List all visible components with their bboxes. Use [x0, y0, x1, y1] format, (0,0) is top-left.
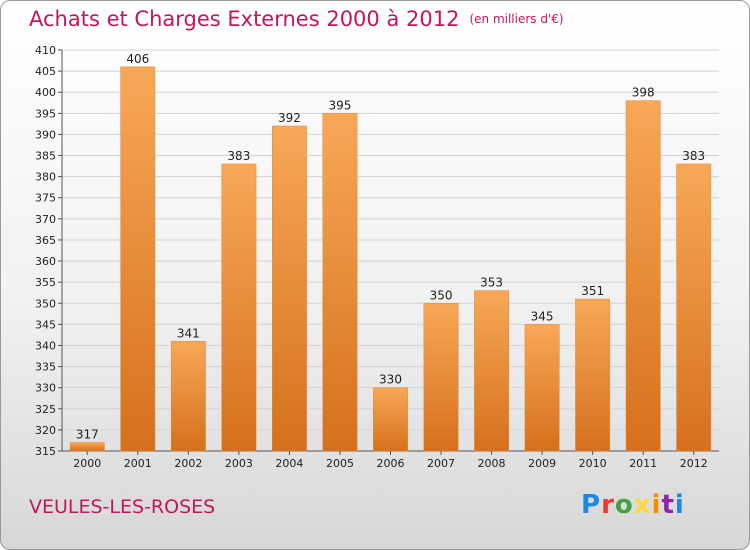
- y-tick-label: 330: [35, 382, 56, 395]
- y-tick-label: 345: [35, 318, 56, 331]
- x-tick-label: 2006: [377, 457, 405, 470]
- logo-letter: x: [633, 490, 652, 520]
- value-label: 350: [430, 288, 453, 302]
- bar-2005: [322, 113, 358, 452]
- y-tick-label: 375: [35, 192, 56, 205]
- value-label: 330: [379, 373, 402, 387]
- x-tick-label: 2002: [174, 457, 202, 470]
- bars: [69, 66, 712, 452]
- bar-2007: [423, 303, 459, 452]
- y-tick-label: 355: [35, 276, 56, 289]
- value-label: 345: [531, 309, 554, 323]
- value-label: 392: [278, 111, 301, 125]
- y-tick-label: 385: [35, 150, 56, 163]
- x-tick-label: 2004: [275, 457, 303, 470]
- y-tick-label: 315: [35, 445, 56, 458]
- bar-2011: [625, 100, 661, 452]
- logo-letter: r: [601, 490, 615, 520]
- y-tick-label: 350: [35, 297, 56, 310]
- y-tick-label: 335: [35, 361, 56, 374]
- chart-unit: (en milliers d'€): [469, 12, 564, 26]
- y-tick-label: 390: [35, 128, 56, 141]
- x-tick-label: 2011: [629, 457, 657, 470]
- chart-title: Achats et Charges Externes 2000 à 2012 (e…: [29, 7, 564, 31]
- y-tick-label: 410: [35, 44, 56, 57]
- logo-letter: o: [614, 490, 634, 520]
- value-label: 353: [480, 276, 503, 290]
- logo-letter: i: [651, 490, 662, 520]
- value-label: 341: [177, 326, 200, 340]
- y-tick-label: 380: [35, 171, 56, 184]
- value-label: 351: [581, 284, 604, 298]
- bar-2006: [373, 387, 408, 452]
- x-tick-label: 2007: [427, 457, 455, 470]
- x-tick-label: 2008: [478, 457, 506, 470]
- chart-title-text: Achats et Charges Externes 2000 à 2012: [29, 7, 460, 31]
- bar-2009: [524, 324, 560, 452]
- value-label: 406: [126, 52, 149, 66]
- logo-letter: P: [581, 490, 602, 520]
- y-tick-label: 405: [35, 65, 56, 78]
- value-label: 383: [682, 149, 705, 163]
- x-tick-label: 2003: [225, 457, 253, 470]
- y-tick-label: 370: [35, 213, 56, 226]
- value-label: 395: [329, 98, 352, 112]
- x-tick-label: 2001: [124, 457, 152, 470]
- x-tick-label: 2000: [73, 457, 101, 470]
- bar-2008: [474, 290, 510, 452]
- bar-2010: [575, 298, 611, 452]
- y-tick-label: 400: [35, 86, 56, 99]
- labels: 315 320 325 330 335 340 345 350 355 360 365 370 375 3…: [35, 44, 708, 470]
- bar-2012: [676, 163, 712, 452]
- y-tick-label: 365: [35, 234, 56, 247]
- y-tick-label: 395: [35, 107, 56, 120]
- x-tick-label: 2009: [528, 457, 556, 470]
- logo-letter: t: [661, 490, 675, 520]
- commune-name: VEULES-LES-ROSES: [29, 496, 216, 518]
- value-label: 398: [632, 86, 655, 100]
- y-tick-label: 325: [35, 403, 56, 416]
- x-tick-label: 2010: [579, 457, 607, 470]
- bar-2004: [271, 125, 307, 452]
- value-label: 317: [76, 428, 99, 442]
- y-tick-label: 340: [35, 339, 56, 352]
- x-tick-label: 2005: [326, 457, 354, 470]
- logo-letter: i: [674, 490, 685, 520]
- proxiti-logo: Proxiti: [581, 490, 685, 520]
- bar-2002: [170, 341, 206, 452]
- bar-2003: [221, 163, 257, 452]
- x-tick-label: 2012: [680, 457, 708, 470]
- bar-2000: [69, 442, 105, 452]
- value-label: 383: [227, 149, 250, 163]
- y-tick-label: 320: [35, 424, 56, 437]
- bar-2001: [120, 66, 156, 452]
- y-tick-label: 360: [35, 255, 56, 268]
